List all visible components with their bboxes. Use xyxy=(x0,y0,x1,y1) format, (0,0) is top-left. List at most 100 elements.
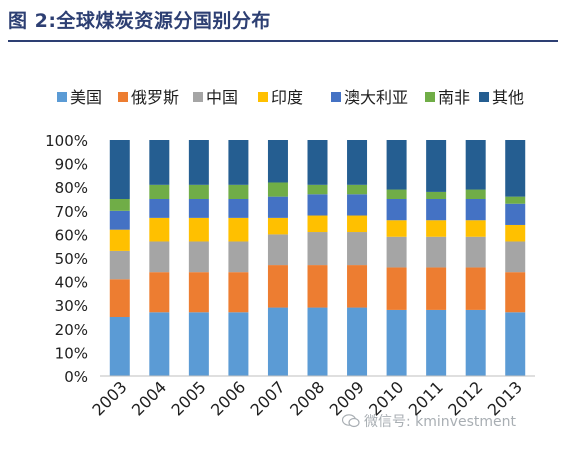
bar-segment xyxy=(149,199,170,218)
bar-segment xyxy=(307,194,328,216)
bar-segment xyxy=(267,217,288,235)
legend-swatch xyxy=(193,92,203,102)
bars xyxy=(109,140,526,376)
bar-segment xyxy=(505,224,526,242)
bar-segment xyxy=(188,241,209,273)
x-tick-label: 2004 xyxy=(128,377,170,419)
bar-segment xyxy=(267,307,288,376)
title-divider xyxy=(8,40,558,42)
bar-segment xyxy=(347,265,368,308)
legend-swatch xyxy=(57,92,67,102)
bar-segment xyxy=(307,215,328,233)
bar-segment xyxy=(149,184,170,199)
bar-segment xyxy=(426,220,447,237)
bar-segment xyxy=(386,220,407,237)
bar-segment xyxy=(188,140,209,185)
bar-segment xyxy=(188,312,209,376)
x-tick-label: 2003 xyxy=(88,377,130,419)
bar-segment xyxy=(347,307,368,376)
y-axis: 0% 10% 20% 30% 40% 50% 60% 70% 80% 90% 100% xyxy=(45,132,88,386)
bar-segment xyxy=(426,191,447,199)
bar-segment xyxy=(109,279,130,317)
bar-segment xyxy=(188,199,209,218)
bar-segment xyxy=(465,189,486,199)
bar-segment xyxy=(386,309,407,376)
bar-segment xyxy=(307,307,328,376)
bar-segment xyxy=(386,267,407,310)
bar-segment xyxy=(109,317,130,376)
legend-swatch xyxy=(479,92,489,102)
legend-label: 美国 xyxy=(70,88,102,107)
bar-segment xyxy=(386,199,407,221)
bar-segment xyxy=(426,199,447,221)
bar-segment xyxy=(109,140,130,199)
bar-segment xyxy=(465,140,486,190)
bar-segment xyxy=(465,220,486,237)
bar-segment xyxy=(228,199,249,218)
legend-swatch xyxy=(331,92,341,102)
bar-segment xyxy=(109,210,130,230)
bar-segment xyxy=(267,234,288,266)
bar-segment xyxy=(267,182,288,197)
bar-segment xyxy=(426,309,447,376)
chart-title: 图 2:全球煤炭资源分国别分布 xyxy=(8,10,271,32)
bar-segment xyxy=(465,199,486,221)
bar-segment xyxy=(505,196,526,204)
bar-segment xyxy=(267,196,288,218)
bar-segment xyxy=(149,217,170,242)
bar-segment xyxy=(228,184,249,199)
bar-segment xyxy=(465,309,486,376)
bar-segment xyxy=(307,232,328,266)
bar-segment xyxy=(228,217,249,242)
bar-segment xyxy=(149,241,170,273)
bar-segment xyxy=(505,140,526,197)
bar-segment xyxy=(426,236,447,268)
bar-segment xyxy=(386,189,407,199)
bar-segment xyxy=(267,265,288,308)
bar-segment xyxy=(228,241,249,273)
bar-segment xyxy=(109,229,130,251)
bar-segment xyxy=(109,250,130,280)
bar-segment xyxy=(347,140,368,185)
x-tick-label: 2005 xyxy=(167,377,209,419)
legend-label: 其他 xyxy=(492,88,524,107)
bar-segment xyxy=(149,140,170,185)
legend: 美国 俄罗斯 中国 印度 澳大利亚 南非 其他 xyxy=(57,88,524,107)
watermark-text: 微信号: kminvestment xyxy=(364,414,516,430)
legend-label: 中国 xyxy=(206,88,238,107)
legend-label: 俄罗斯 xyxy=(131,88,179,107)
bar-segment xyxy=(347,232,368,266)
y-tick-label: 80% xyxy=(55,179,88,197)
bar-segment xyxy=(228,140,249,185)
legend-swatch xyxy=(258,92,268,102)
bar-segment xyxy=(426,140,447,192)
legend-label: 印度 xyxy=(271,88,303,107)
bar-segment xyxy=(505,203,526,225)
x-tick-label: 2008 xyxy=(286,377,328,419)
x-tick-label: 2007 xyxy=(247,377,289,419)
bar-segment xyxy=(228,312,249,376)
y-tick-label: 30% xyxy=(55,297,88,315)
y-tick-label: 70% xyxy=(55,203,88,221)
bar-segment xyxy=(149,312,170,376)
bar-segment xyxy=(228,272,249,313)
bar-segment xyxy=(505,312,526,376)
x-tick-label: 2006 xyxy=(207,377,249,419)
legend-label: 南非 xyxy=(438,88,470,107)
bar-segment xyxy=(465,236,486,268)
legend-swatch xyxy=(118,92,128,102)
bar-segment xyxy=(188,272,209,313)
bar-segment xyxy=(188,184,209,199)
bar-segment xyxy=(347,215,368,233)
y-tick-label: 40% xyxy=(55,274,88,292)
bar-segment xyxy=(465,267,486,310)
bar-segment xyxy=(109,199,130,211)
bar-segment xyxy=(505,272,526,313)
legend-swatch xyxy=(425,92,435,102)
bar-segment xyxy=(386,236,407,268)
y-tick-label: 90% xyxy=(55,156,88,174)
y-tick-label: 20% xyxy=(55,321,88,339)
y-tick-label: 10% xyxy=(55,344,88,362)
wechat-icon xyxy=(342,414,360,428)
